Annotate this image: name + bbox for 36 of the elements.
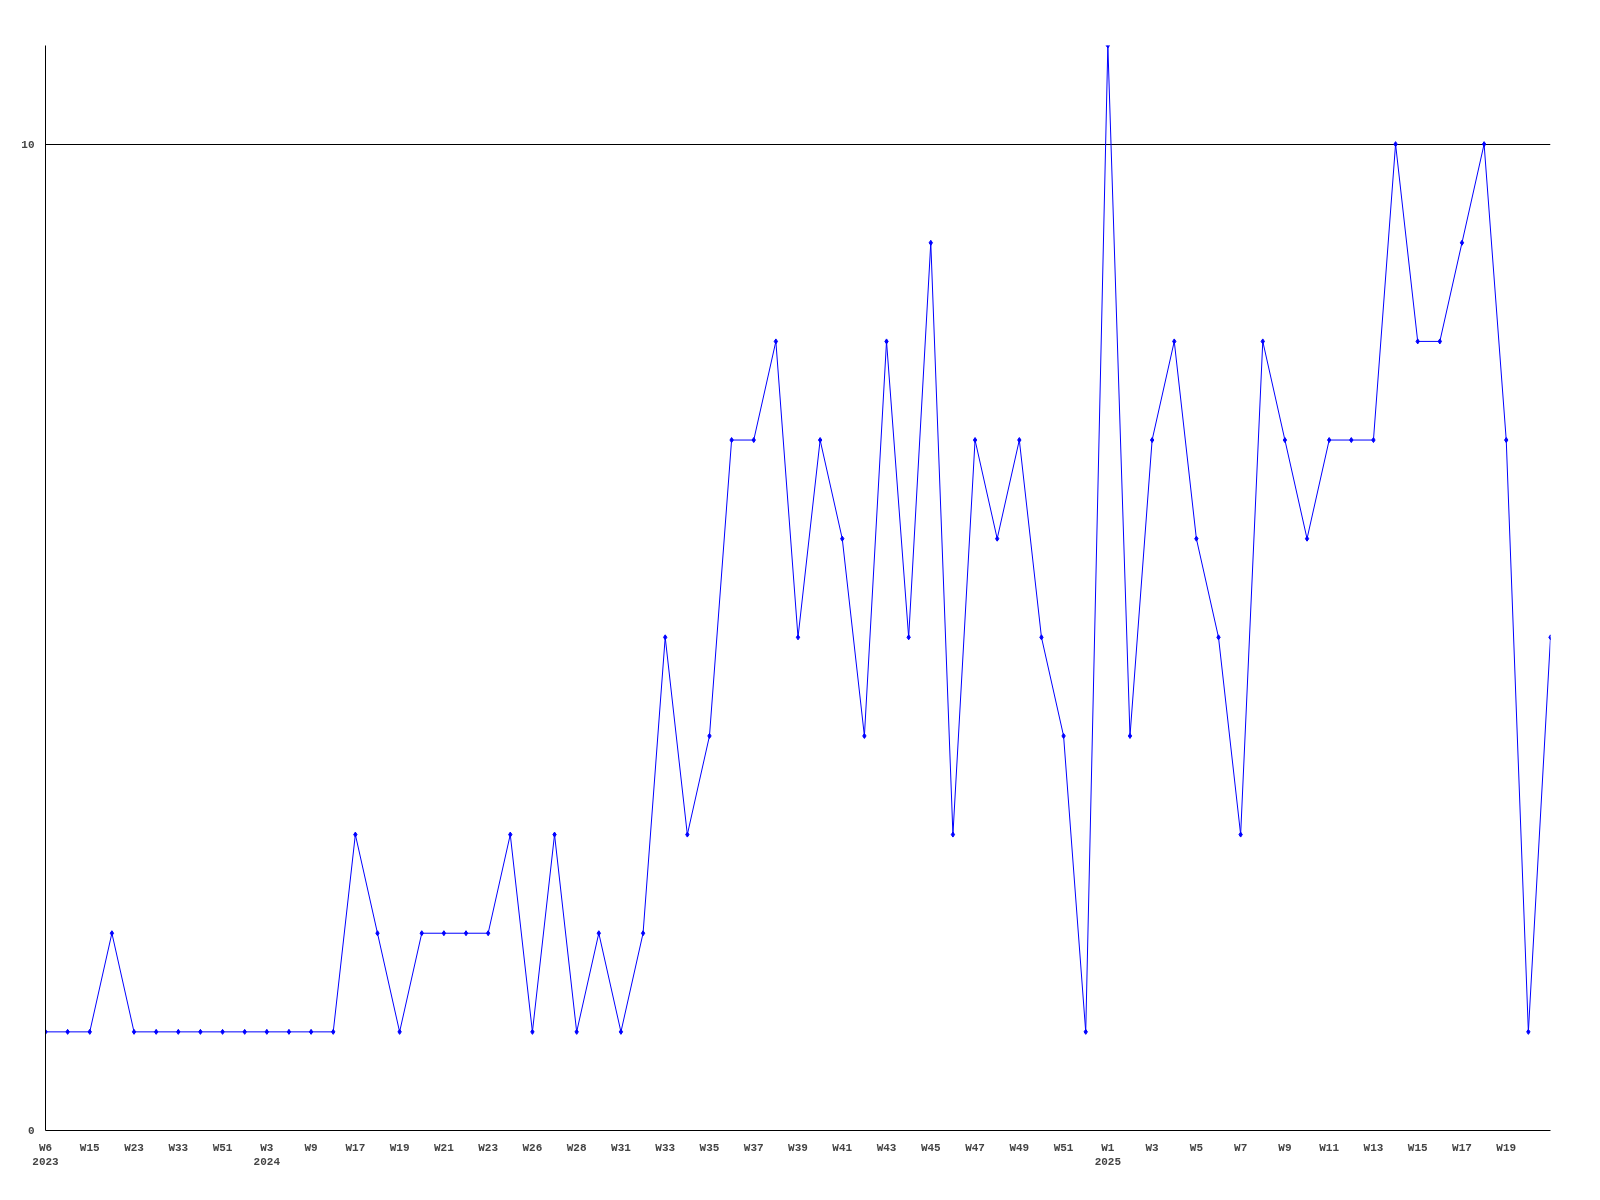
x-tick-label: W33 [655, 1141, 676, 1154]
x-tick-label: W3 [1145, 1141, 1160, 1154]
x-tick-label: W6 2023 [32, 1141, 60, 1168]
x-tick-label: W39 [788, 1141, 808, 1154]
x-tick-label: W43 [876, 1141, 897, 1154]
x-tick-label: W23 [478, 1141, 499, 1154]
x-tick-label: W5 [1189, 1141, 1204, 1154]
x-tick-label: W7 [1234, 1141, 1248, 1154]
x-tick-label: W9 [304, 1141, 318, 1154]
x-tick-label: W33 [168, 1141, 189, 1154]
x-tick-label: W37 [743, 1141, 764, 1154]
x-tick-label: W23 [124, 1141, 145, 1154]
x-tick-label: W13 [1363, 1141, 1384, 1154]
x-tick-label: W51 [212, 1141, 233, 1154]
x-tick-label: W1 2025 [1094, 1141, 1122, 1168]
x-tick-label: W15 [79, 1141, 101, 1154]
x-tick-label: W28 [566, 1141, 587, 1154]
y-tick-label: 0 [27, 1125, 35, 1137]
x-tick-label: W41 [832, 1141, 853, 1154]
x-tick-label: W3 2024 [253, 1141, 281, 1168]
x-tick-label: W45 [920, 1141, 942, 1154]
x-tick-label: W15 [1407, 1141, 1429, 1154]
x-tick-label: W26 [522, 1141, 543, 1154]
x-tick-label: W21 [433, 1141, 455, 1154]
x-tick-label: W17 [345, 1141, 366, 1154]
x-tick-label: W31 [611, 1141, 632, 1154]
x-tick-label: W51 [1053, 1141, 1074, 1154]
y-tick-label: 10 [21, 138, 35, 151]
x-tick-label: W35 [699, 1141, 720, 1154]
x-tick-label: W17 [1452, 1141, 1472, 1154]
x-tick-label: W49 [1009, 1141, 1030, 1154]
x-tick-label: W9 [1278, 1141, 1292, 1154]
x-tick-label: W11 [1319, 1141, 1340, 1154]
x-tick-label: W19 [1496, 1141, 1517, 1154]
x-tick-label: W19 [389, 1141, 410, 1154]
x-tick-label: W47 [965, 1141, 985, 1154]
